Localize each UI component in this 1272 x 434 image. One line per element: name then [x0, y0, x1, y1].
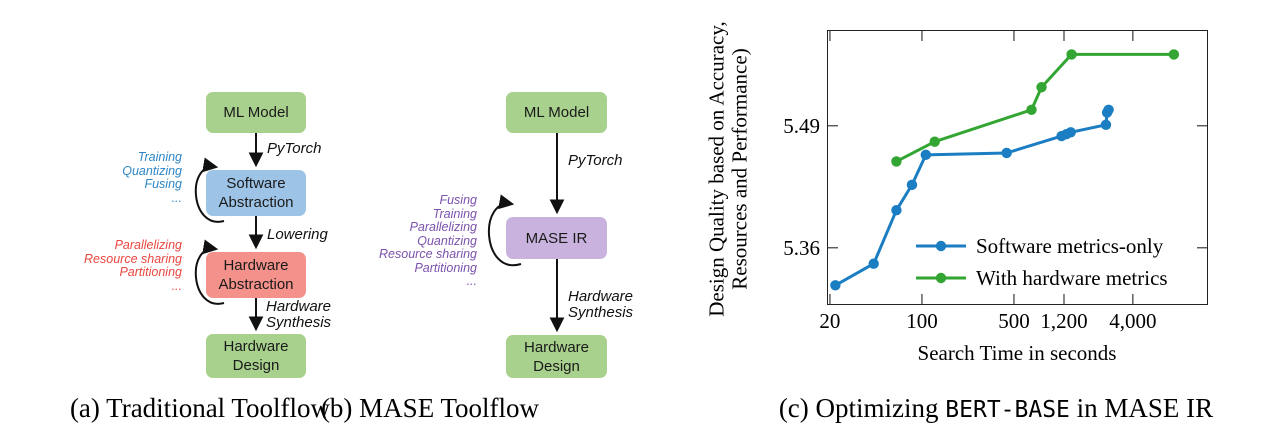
y-tick-label: 5.49	[783, 113, 820, 138]
x-tick-label: 1,200	[1040, 309, 1088, 333]
caption-a: (a) Traditional Toolflow	[40, 393, 360, 424]
node-a-ml-model: ML Model	[206, 92, 306, 133]
caption-a-text: (a) Traditional Toolflow	[69, 393, 331, 423]
legend-label-software-metrics: Software metrics-only	[976, 233, 1164, 258]
node-a-hardware-abstraction: Hardware Abstraction	[206, 252, 306, 298]
node-a-software-abstraction: Software Abstraction	[206, 170, 306, 216]
edge-label-b-pytorch: PyTorch	[568, 152, 623, 169]
edge-label-b-hardware-synthesis: Hardware Synthesis	[568, 288, 634, 321]
edge-label-a-hardware-synthesis: Hardware Synthesis	[266, 298, 332, 331]
legend-marker-blue	[916, 240, 966, 252]
node-a-hardware-design: Hardware Design	[206, 334, 306, 378]
node-b-ml-model: ML Model	[506, 92, 607, 133]
legend-item-software-metrics: Software metrics-only	[915, 234, 1163, 258]
edge-label-a-pytorch: PyTorch	[267, 140, 322, 157]
x-tick-label: 500	[998, 309, 1030, 333]
edge-label-a-lowering: Lowering	[267, 226, 328, 243]
x-tick-label: 100	[906, 309, 938, 333]
x-tick-label: 20	[819, 309, 841, 333]
software-loop-ops-list: Training Quantizing Fusing ...	[122, 150, 182, 205]
chart-y-axis-label: Design Quality based on Accuracy, Resour…	[704, 21, 752, 317]
caption-c-prefix: (c) Optimizing	[778, 393, 946, 423]
maseir-loop-ops-list: Fusing Training Parallelizing Quantizing…	[379, 193, 477, 288]
legend-marker-green	[916, 272, 966, 284]
caption-c: (c) Optimizing BERT-BASE in MASE IR	[738, 393, 1254, 424]
legend-label-hardware-metrics: With hardware metrics	[976, 265, 1168, 290]
node-b-hardware-design: Hardware Design	[506, 335, 607, 378]
x-tick-label: 4,000	[1109, 309, 1157, 333]
caption-c-suffix: in MASE IR	[1069, 393, 1214, 423]
y-tick-label: 5.36	[783, 235, 820, 260]
chart-plot-frame	[827, 30, 1208, 305]
caption-b: (b) MASE Toolflow	[310, 393, 550, 424]
caption-c-model-name: BERT-BASE	[945, 397, 1070, 423]
node-b-mase-ir: MASE IR	[506, 217, 607, 259]
hardware-loop-ops-list: Parallelizing Resource sharing Partition…	[84, 238, 182, 293]
caption-b-text: (b) MASE Toolflow	[320, 393, 540, 423]
diagram-a-arrows	[194, 133, 264, 332]
legend-item-hardware-metrics: With hardware metrics	[915, 266, 1168, 290]
chart-x-axis-label: Search Time in seconds	[917, 341, 1117, 365]
